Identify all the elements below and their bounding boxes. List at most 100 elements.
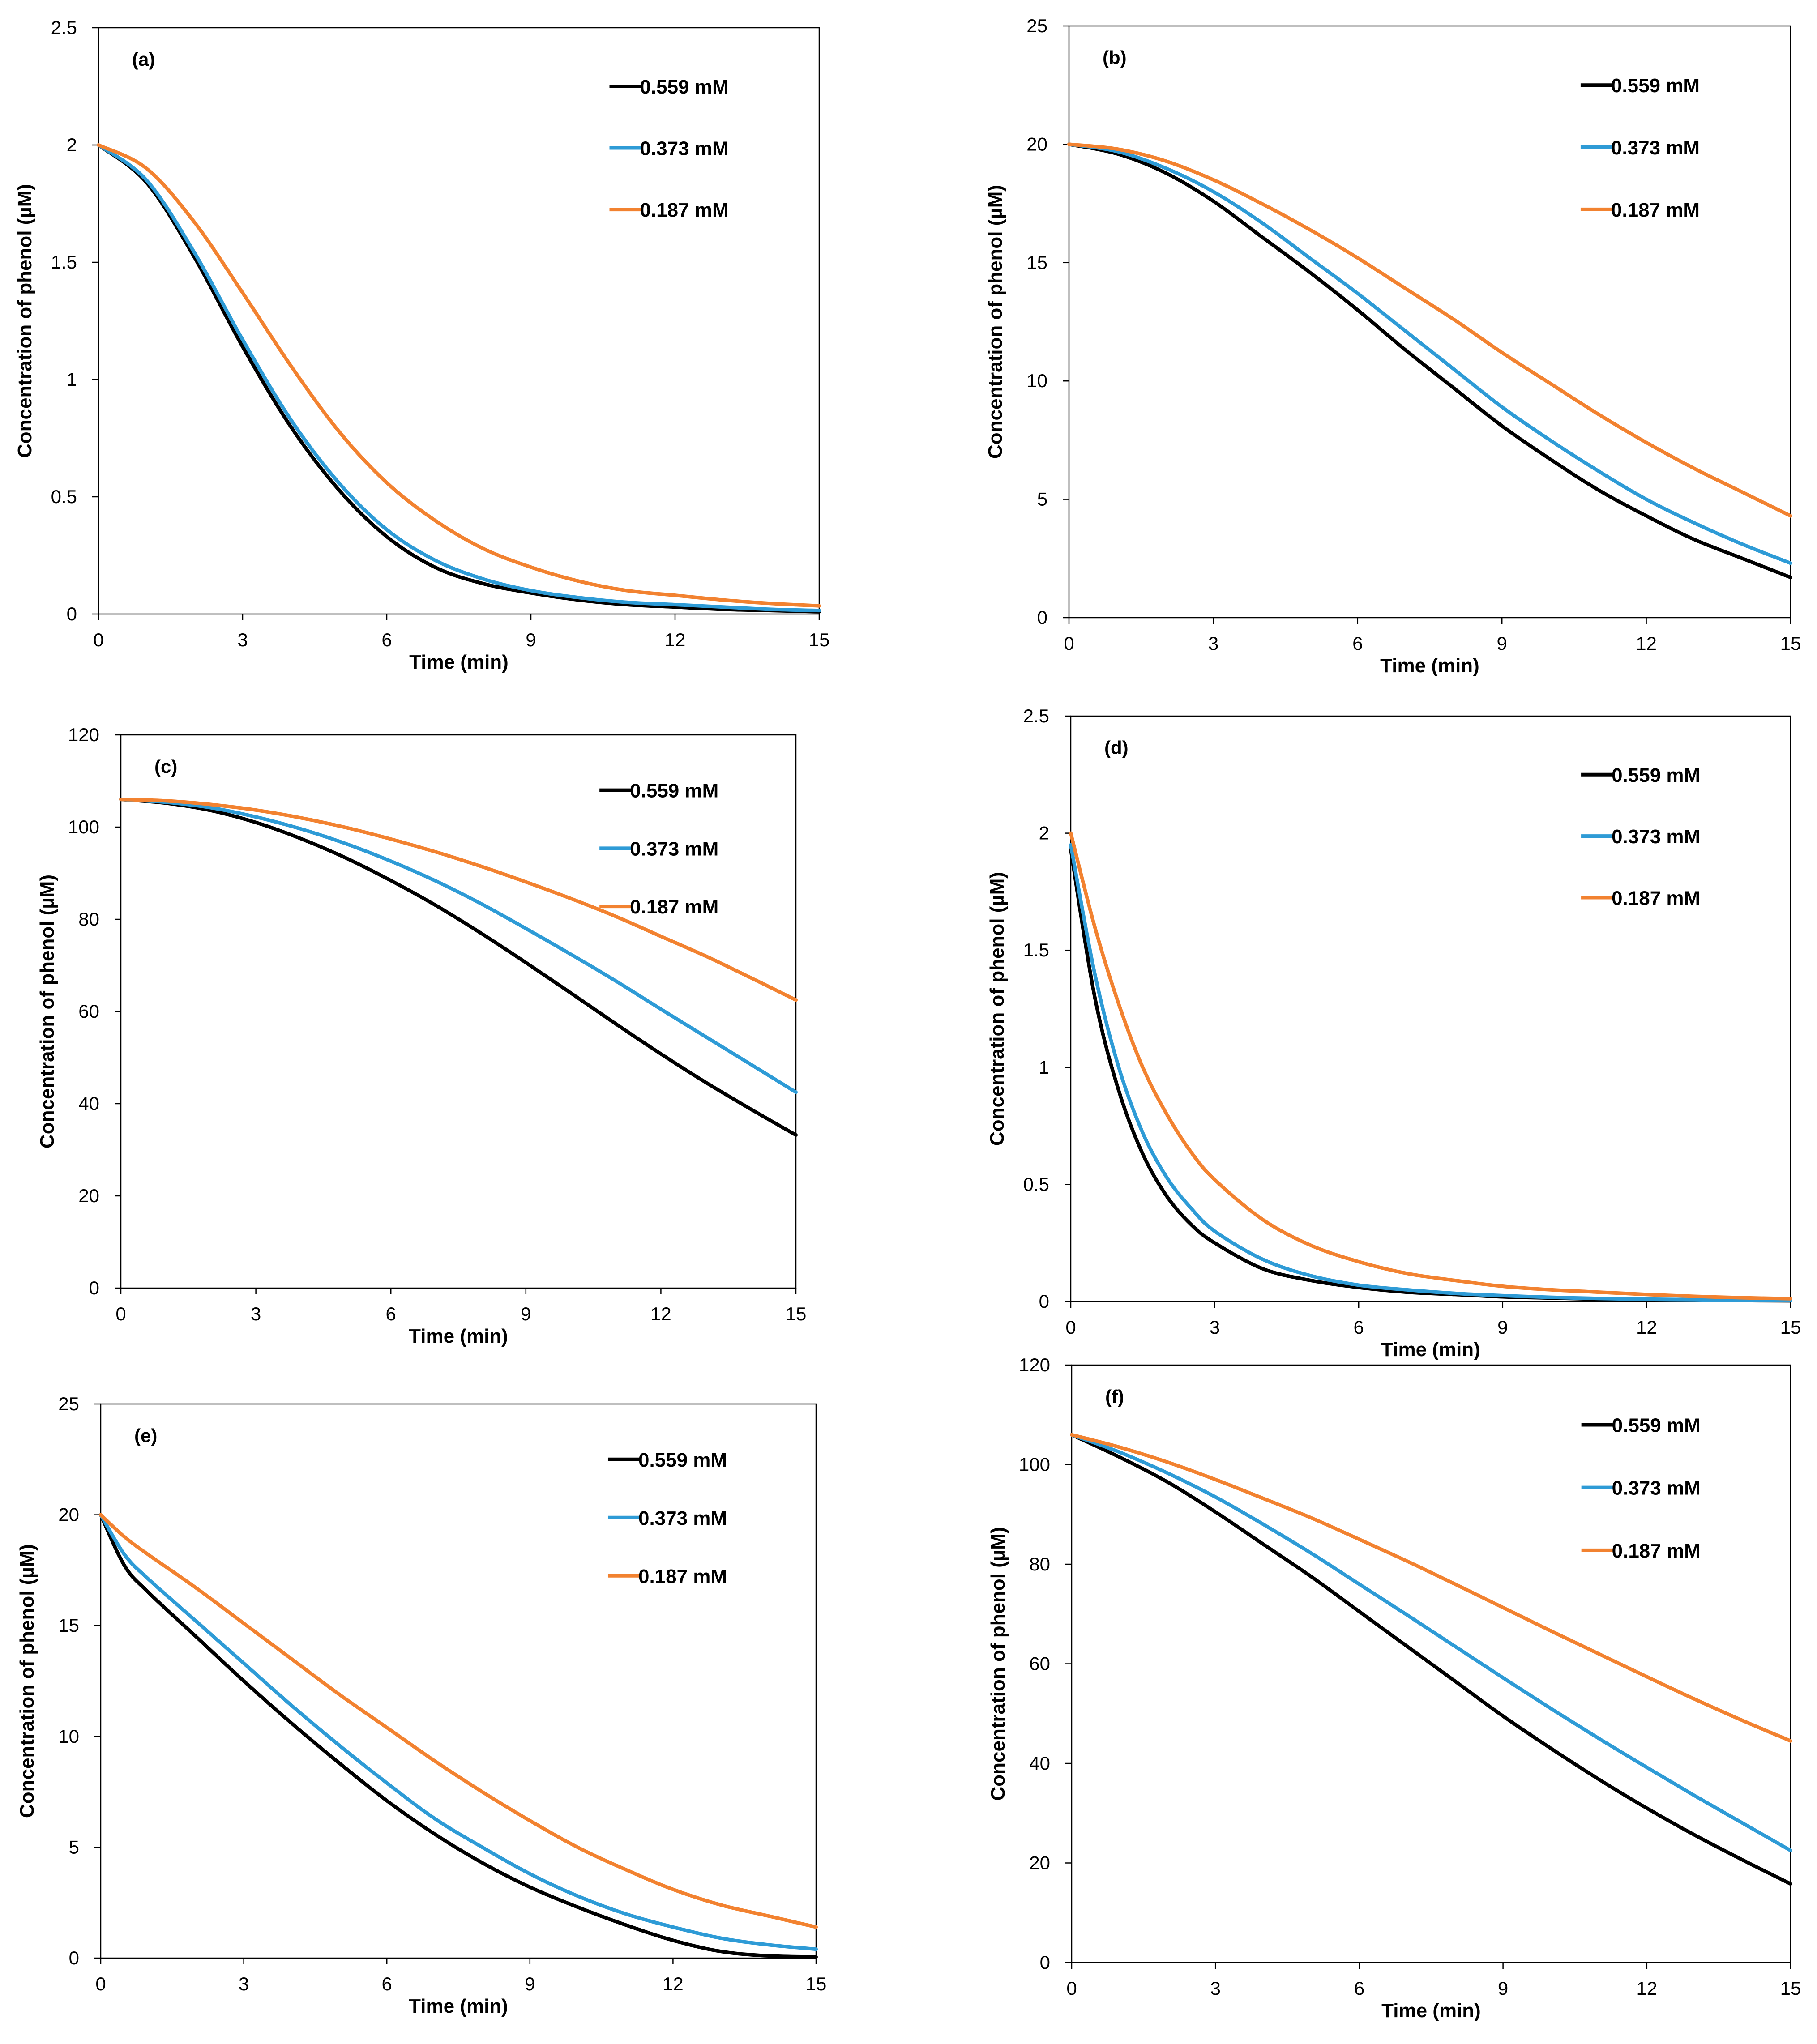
- chart-b-plot-area: [1068, 25, 1791, 619]
- chart-d-legend-label: 0.559 mM: [1612, 764, 1700, 786]
- chart-d-y-tick-label: 2: [1039, 823, 1049, 844]
- chart-b-y-tick-label: 0: [1037, 607, 1047, 628]
- chart-b-x-tick-label: 6: [1352, 633, 1363, 654]
- chart-a-y-tick-label: 0.5: [51, 486, 77, 507]
- chart-e-x-axis-title: Time (min): [409, 1995, 508, 2017]
- chart-a-y-tick-label: 2: [67, 134, 77, 155]
- chart-a-x-axis-title: Time (min): [409, 651, 509, 673]
- chart-f-legend-label: 0.187 mM: [1612, 1540, 1701, 1562]
- chart-f-series-line-0373: [1070, 1433, 1792, 1852]
- chart-f-y-tick-label: 40: [1029, 1753, 1050, 1774]
- chart-c-legend-label: 0.187 mM: [630, 896, 718, 918]
- chart-e-legend-label: 0.187 mM: [638, 1566, 727, 1587]
- chart-f-legend-label: 0.373 mM: [1612, 1477, 1701, 1499]
- chart-d-x-tick-label: 9: [1497, 1317, 1508, 1338]
- chart-b-legend-label: 0.559 mM: [1611, 75, 1700, 97]
- chart-c-x-tick-label: 6: [386, 1303, 396, 1324]
- chart-e-y-tick-label: 10: [58, 1726, 79, 1747]
- chart-d-legend-label: 0.373 mM: [1612, 826, 1700, 848]
- chart-a-x-tick-label: 12: [665, 629, 686, 650]
- chart-a-y-tick-label: 0: [67, 603, 77, 624]
- chart-c-x-tick-label: 0: [115, 1303, 126, 1324]
- chart-c-y-tick-label: 120: [68, 724, 99, 745]
- chart-b-x-tick-label: 3: [1208, 633, 1218, 654]
- chart-e-y-tick-label: 20: [58, 1504, 79, 1525]
- chart-d-y-tick-label: 0.5: [1023, 1173, 1049, 1195]
- chart-f-legend-label: 0.559 mM: [1612, 1415, 1701, 1437]
- chart-f-y-axis-title: Concentration of phenol (µM): [987, 1527, 1009, 1801]
- chart-f-y-tick-label: 120: [1019, 1354, 1050, 1375]
- chart-a-x-tick-label: 0: [93, 629, 103, 650]
- chart-c-x-axis-title: Time (min): [409, 1325, 508, 1347]
- chart-e-x-tick-label: 3: [239, 1973, 249, 1994]
- chart-c-x-tick-label: 9: [521, 1303, 531, 1324]
- chart-f-y-tick-label: 20: [1029, 1852, 1050, 1873]
- chart-e-x-tick-label: 12: [663, 1973, 684, 1994]
- chart-c-series-line-0187: [119, 798, 798, 1002]
- chart-e-y-tick-label: 15: [58, 1615, 79, 1636]
- chart-a-y-tick-label: 1.5: [51, 252, 77, 273]
- chart-e-x-tick-label: 6: [382, 1973, 392, 1994]
- chart-f-x-tick-label: 15: [1780, 1978, 1801, 1999]
- chart-f-y-tick-label: 100: [1019, 1454, 1050, 1475]
- chart-c-panel-label: (c): [154, 756, 177, 777]
- chart-d-x-tick-label: 12: [1636, 1317, 1657, 1338]
- chart-d-legend-label: 0.187 mM: [1612, 887, 1700, 909]
- chart-e-x-tick-label: 9: [525, 1973, 535, 1994]
- chart-e-plot-area: [100, 1403, 817, 1959]
- chart-d-x-axis-title: Time (min): [1381, 1339, 1480, 1361]
- chart-d-x-tick-label: 0: [1065, 1317, 1076, 1338]
- chart-d-y-tick-label: 2.5: [1023, 705, 1049, 726]
- chart-f-series-line-0187: [1070, 1433, 1792, 1743]
- chart-a-legend-label: 0.187 mM: [640, 199, 728, 221]
- chart-b-legend-label: 0.373 mM: [1611, 137, 1700, 159]
- chart-b-y-tick-label: 15: [1026, 252, 1047, 273]
- chart-a-y-tick-label: 2.5: [51, 17, 77, 38]
- chart-d-series-line-0187: [1069, 831, 1792, 1301]
- chart-d-series-line-0373: [1069, 843, 1792, 1302]
- chart-b-x-tick-label: 15: [1780, 633, 1801, 654]
- chart-a-x-tick-label: 9: [526, 629, 536, 650]
- chart-f-x-axis-title: Time (min): [1381, 2000, 1481, 2022]
- chart-e-series-line-0373: [99, 1513, 818, 1951]
- chart-c-y-tick-label: 60: [78, 1001, 99, 1022]
- chart-f-x-tick-label: 6: [1354, 1978, 1364, 1999]
- chart-d-y-tick-label: 0: [1039, 1291, 1049, 1312]
- chart-a-legend-label: 0.373 mM: [640, 138, 728, 160]
- chart-e-y-axis-title: Concentration of phenol (µM): [16, 1544, 38, 1818]
- chart-a-x-tick-label: 3: [237, 629, 248, 650]
- chart-d-panel-label: (d): [1104, 737, 1129, 758]
- chart-a-series-line-0373: [97, 143, 821, 613]
- chart-f-y-tick-label: 0: [1040, 1952, 1050, 1973]
- chart-f-y-tick-label: 60: [1029, 1653, 1050, 1674]
- chart-e-y-tick-label: 25: [58, 1393, 79, 1414]
- chart-d-x-tick-label: 3: [1210, 1317, 1220, 1338]
- chart-e-y-tick-label: 0: [69, 1947, 79, 1968]
- chart-d-y-tick-label: 1.5: [1023, 939, 1049, 960]
- chart-e-legend-label: 0.559 mM: [638, 1449, 727, 1471]
- chart-a-plot-area: [98, 27, 820, 615]
- chart-a-y-tick-label: 1: [67, 369, 77, 390]
- chart-a-legend-label: 0.559 mM: [640, 76, 728, 98]
- chart-f-x-tick-label: 12: [1636, 1978, 1657, 1999]
- chart-c-y-axis-title: Concentration of phenol (µM): [36, 875, 58, 1148]
- chart-c-legend-label: 0.373 mM: [630, 838, 718, 860]
- chart-c-x-tick-label: 12: [650, 1303, 671, 1324]
- chart-d-y-axis-title: Concentration of phenol (µM): [986, 872, 1008, 1146]
- chart-c-x-tick-label: 3: [251, 1303, 261, 1324]
- chart-d-y-tick-label: 1: [1039, 1057, 1049, 1078]
- chart-c-y-tick-label: 40: [78, 1093, 99, 1114]
- chart-d-x-tick-label: 15: [1780, 1317, 1801, 1338]
- chart-b-y-tick-label: 20: [1026, 133, 1047, 154]
- chart-e-legend-label: 0.373 mM: [638, 1507, 727, 1529]
- chart-a-series-line-0187: [97, 143, 821, 608]
- chart-b-y-axis-title: Concentration of phenol (µM): [984, 185, 1006, 459]
- chart-b-series-line-0187: [1067, 142, 1792, 518]
- chart-c-x-tick-label: 15: [786, 1303, 807, 1324]
- chart-b-x-tick-label: 12: [1636, 633, 1657, 654]
- chart-c-y-tick-label: 0: [89, 1277, 99, 1298]
- chart-e-x-tick-label: 0: [95, 1973, 106, 1994]
- chart-f-x-tick-label: 0: [1066, 1978, 1077, 1999]
- chart-c-y-tick-label: 80: [78, 909, 99, 930]
- chart-b-legend-label: 0.187 mM: [1611, 199, 1700, 221]
